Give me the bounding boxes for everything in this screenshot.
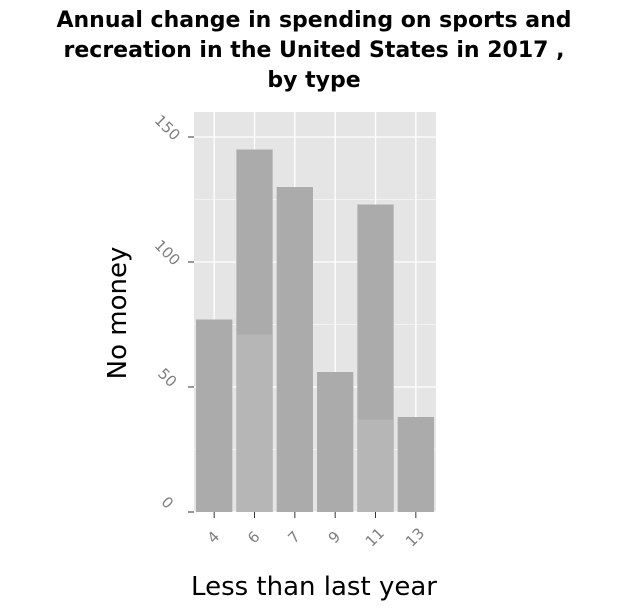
chart-title-line-1: Annual change in spending on sports and — [56, 8, 572, 33]
chart-title-line-3: by type — [267, 68, 361, 93]
bar-segment-6 — [236, 334, 273, 512]
x-tick-label: 13 — [402, 524, 428, 550]
x-tick-label: 9 — [325, 528, 344, 547]
bar-segment-11 — [357, 419, 394, 512]
x-tick-label: 6 — [244, 528, 263, 547]
bar-7 — [276, 187, 313, 512]
chart-title: Annual change in spending on sports and … — [0, 6, 628, 96]
x-tick-label: 7 — [284, 528, 303, 547]
bar-13 — [397, 417, 434, 512]
y-tick-label: 50 — [154, 365, 180, 391]
x-tick-label: 4 — [204, 528, 223, 547]
y-tick-label: 150 — [151, 111, 184, 144]
y-tick-label: 100 — [151, 236, 184, 269]
bar-9 — [317, 372, 354, 512]
y-axis-title: No money — [103, 247, 133, 380]
bar-4 — [196, 319, 233, 512]
x-tick-label: 11 — [362, 524, 388, 550]
bars — [196, 149, 434, 512]
plot-panel — [194, 112, 436, 512]
chart-title-line-2: recreation in the United States in 2017 … — [63, 38, 565, 63]
x-axis-title: Less than last year — [191, 572, 437, 602]
y-tick-label: 0 — [158, 493, 177, 512]
